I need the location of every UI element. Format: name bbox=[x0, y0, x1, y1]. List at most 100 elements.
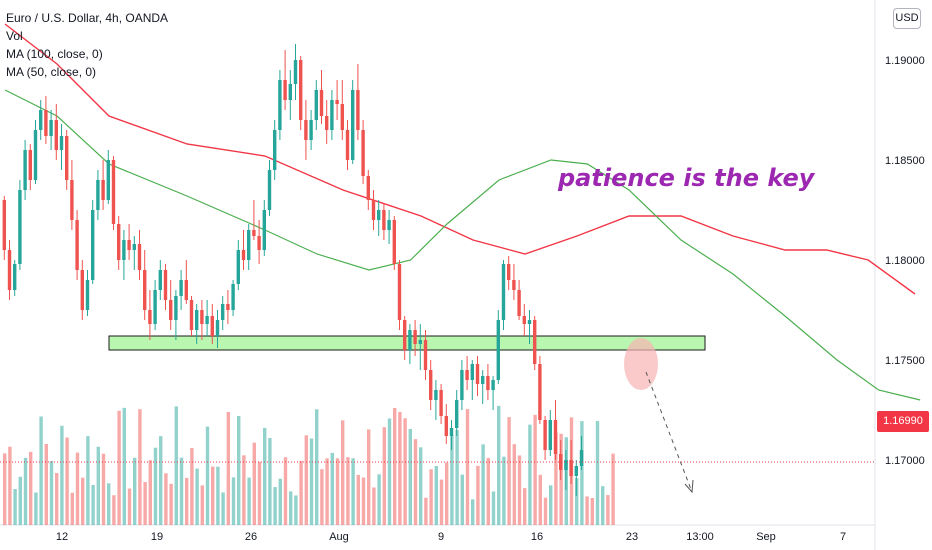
volume-bar bbox=[268, 437, 272, 525]
volume-bar bbox=[299, 460, 303, 525]
y-tick-label: 1.19000 bbox=[885, 55, 925, 67]
volume-bar bbox=[543, 497, 548, 525]
candle-body bbox=[345, 130, 350, 160]
volume-bar bbox=[195, 468, 199, 525]
volume-bar bbox=[174, 406, 178, 525]
volume-bar bbox=[538, 474, 542, 525]
candle-body bbox=[351, 90, 355, 160]
candle-body bbox=[226, 304, 230, 310]
candle-body bbox=[54, 120, 58, 150]
volume-bar bbox=[273, 487, 277, 525]
candle-body bbox=[257, 236, 261, 250]
volume-bar bbox=[309, 438, 314, 525]
candle-body bbox=[340, 104, 344, 130]
candle-body bbox=[200, 310, 204, 324]
volume-bar bbox=[190, 448, 194, 525]
candle-body bbox=[132, 244, 136, 250]
candle-body bbox=[231, 284, 235, 310]
ma100-line bbox=[4, 23, 916, 295]
candle-body bbox=[153, 290, 157, 324]
candle-body bbox=[475, 364, 480, 384]
volume-bar bbox=[96, 446, 100, 525]
candle-body bbox=[314, 90, 318, 120]
candle-body bbox=[392, 220, 396, 264]
volume-bar bbox=[169, 483, 173, 525]
legend-symbol[interactable]: Euro / U.S. Dollar, 4h, OANDA bbox=[6, 11, 169, 25]
volume-bar bbox=[502, 456, 506, 525]
currency-button[interactable]: USD bbox=[893, 8, 921, 29]
candle-body bbox=[403, 320, 407, 350]
candle-body bbox=[85, 280, 90, 310]
candle-body bbox=[335, 100, 339, 104]
legend-ma100[interactable]: MA (100, close, 0) bbox=[6, 47, 103, 61]
candle-body bbox=[23, 150, 27, 190]
volume-bar bbox=[585, 496, 589, 525]
candle-body bbox=[564, 460, 568, 470]
volume-bar bbox=[75, 452, 80, 525]
volume-bar bbox=[429, 469, 433, 525]
volume-bar bbox=[185, 477, 189, 525]
candle-body bbox=[247, 230, 251, 260]
volume-bar bbox=[528, 424, 532, 525]
volume-bar bbox=[372, 487, 376, 525]
candle-body bbox=[559, 454, 563, 470]
volume-bar bbox=[252, 442, 256, 525]
volume-bar bbox=[23, 457, 28, 525]
volume-bar bbox=[112, 495, 116, 525]
candle-body bbox=[59, 136, 64, 150]
volume-bar bbox=[356, 474, 360, 525]
candle-body bbox=[387, 220, 391, 230]
y-tick-label: 1.17500 bbox=[885, 355, 925, 367]
candle-body bbox=[262, 210, 266, 250]
candle-body bbox=[569, 460, 573, 476]
volume-bar bbox=[226, 412, 230, 525]
volume-bar bbox=[81, 477, 85, 525]
x-tick-label: 19 bbox=[151, 531, 163, 543]
volume-bar bbox=[517, 455, 522, 525]
volume-bar bbox=[486, 458, 490, 525]
candle-body bbox=[449, 428, 454, 436]
candle-body bbox=[2, 200, 6, 250]
volume-bar bbox=[153, 447, 158, 525]
candle-body bbox=[33, 130, 38, 180]
candle-body bbox=[574, 466, 578, 476]
candle-body bbox=[70, 180, 74, 220]
volume-bar bbox=[341, 420, 345, 525]
candle-body bbox=[267, 170, 272, 210]
volume-bar bbox=[216, 466, 220, 525]
ma50-line bbox=[4, 89, 921, 401]
candle-body bbox=[413, 330, 417, 344]
candle-body bbox=[122, 240, 126, 260]
volume-bar bbox=[445, 462, 449, 525]
volume-bar bbox=[164, 473, 168, 525]
volume-bar bbox=[138, 409, 142, 525]
x-tick-label: 9 bbox=[438, 531, 444, 543]
volume-bar bbox=[278, 478, 282, 525]
y-tick-label: 1.18500 bbox=[885, 155, 925, 167]
candle-body bbox=[137, 244, 142, 270]
volume-bar bbox=[283, 457, 288, 525]
candle-body bbox=[517, 290, 521, 316]
volume-bar bbox=[351, 458, 355, 525]
volume-bar bbox=[237, 416, 241, 525]
legend-vol[interactable]: Vol bbox=[6, 29, 23, 43]
volume-bar bbox=[8, 446, 12, 525]
candle-body bbox=[189, 300, 194, 330]
candle-body bbox=[423, 340, 428, 370]
candle-body bbox=[304, 120, 308, 140]
candle-body bbox=[184, 280, 188, 300]
volume-bar bbox=[533, 414, 537, 525]
candle-body bbox=[111, 160, 116, 224]
candle-body bbox=[408, 330, 412, 350]
volume-bar bbox=[595, 421, 600, 525]
candle-body bbox=[548, 420, 552, 450]
legend-ma50[interactable]: MA (50, close, 0) bbox=[6, 65, 97, 79]
volume-bar bbox=[148, 460, 152, 525]
x-tick-label: 26 bbox=[245, 531, 257, 543]
volume-bar bbox=[315, 409, 319, 525]
volume-bar bbox=[60, 425, 64, 525]
volume-bar bbox=[304, 435, 308, 525]
volume-bar bbox=[107, 483, 111, 525]
x-tick-label: 12 bbox=[56, 531, 68, 543]
